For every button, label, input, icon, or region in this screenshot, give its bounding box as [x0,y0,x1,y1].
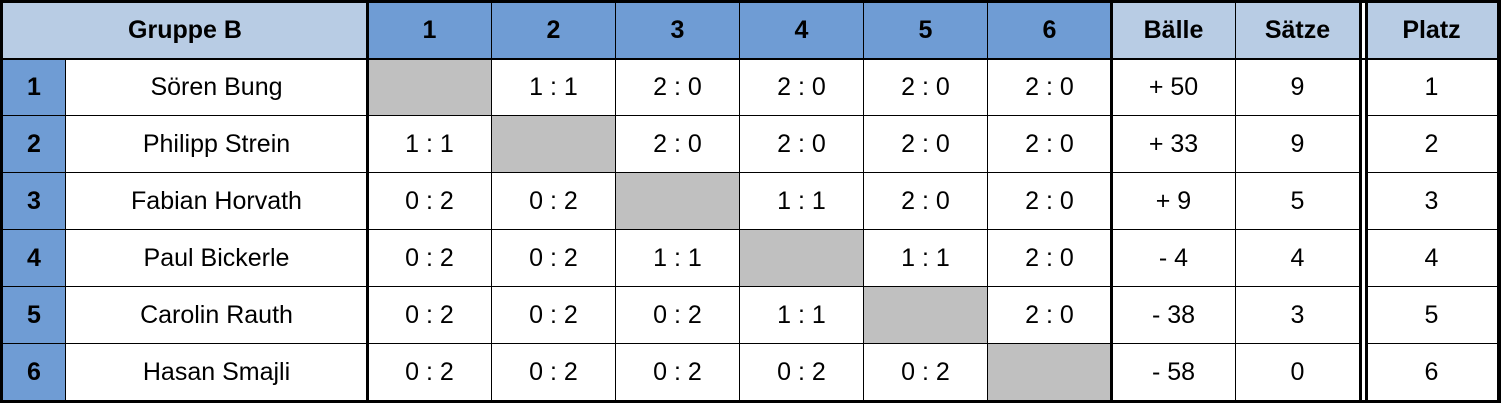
header-title: Gruppe B [3,3,368,59]
column-header: 6 [988,3,1112,59]
result: 0 : 2 [492,173,616,230]
player-name: Carolin Rauth [66,287,368,344]
rank: 2 [1366,116,1498,173]
rank: 5 [1366,287,1498,344]
result: 0 : 2 [368,173,492,230]
border [1359,0,1362,403]
sets: 5 [1236,173,1360,230]
border [0,0,3,403]
result: 2 : 0 [864,173,988,230]
column-header: Bälle [1112,3,1236,59]
result: 1 : 1 [492,59,616,116]
diagonal-cell [368,59,492,116]
row-number: 2 [3,116,66,173]
rank: 1 [1366,59,1498,116]
border [366,0,369,403]
row-number: 3 [3,173,66,230]
player-name: Fabian Horvath [66,173,368,230]
balls: - 4 [1112,230,1236,287]
result: 2 : 0 [864,116,988,173]
column-header: 3 [616,3,740,59]
diagonal-cell [864,287,988,344]
sets: 9 [1236,116,1360,173]
row-number: 6 [3,344,66,401]
border [1365,0,1368,403]
row-number: 4 [3,230,66,287]
border [1498,0,1501,403]
result: 1 : 1 [616,230,740,287]
result: 2 : 0 [740,59,864,116]
result: 0 : 2 [864,344,988,401]
player-name: Paul Bickerle [66,230,368,287]
result: 0 : 2 [740,344,864,401]
result: 0 : 2 [492,287,616,344]
balls: - 58 [1112,344,1236,401]
border [1110,0,1113,403]
result: 2 : 0 [988,230,1112,287]
row-number: 5 [3,287,66,344]
column-header: 4 [740,3,864,59]
sets: 3 [1236,287,1360,344]
sets: 9 [1236,59,1360,116]
result: 2 : 0 [988,287,1112,344]
player-name: Sören Bung [66,59,368,116]
result: 0 : 2 [616,344,740,401]
diagonal-cell [988,344,1112,401]
result: 2 : 0 [988,59,1112,116]
result: 0 : 2 [368,230,492,287]
result: 2 : 0 [616,116,740,173]
result: 0 : 2 [616,287,740,344]
rank: 3 [1366,173,1498,230]
result: 0 : 2 [492,230,616,287]
column-header: Platz [1366,3,1498,59]
column-header: Sätze [1236,3,1360,59]
sets: 4 [1236,230,1360,287]
border [0,0,1501,3]
balls: + 9 [1112,173,1236,230]
rank: 6 [1366,344,1498,401]
sets: 0 [1236,344,1360,401]
column-header: 2 [492,3,616,59]
border [0,58,1501,60]
balls: + 50 [1112,59,1236,116]
result: 1 : 1 [740,173,864,230]
diagonal-cell [492,116,616,173]
result: 2 : 0 [988,116,1112,173]
result: 2 : 0 [616,59,740,116]
result: 2 : 0 [864,59,988,116]
column-header: 1 [368,3,492,59]
result: 1 : 1 [368,116,492,173]
balls: - 38 [1112,287,1236,344]
row-number: 1 [3,59,66,116]
result: 2 : 0 [740,116,864,173]
result: 0 : 2 [368,287,492,344]
result: 0 : 2 [368,344,492,401]
result: 1 : 1 [740,287,864,344]
border [0,400,1501,403]
diagonal-cell [740,230,864,287]
balls: + 33 [1112,116,1236,173]
player-name: Hasan Smajli [66,344,368,401]
diagonal-cell [616,173,740,230]
result: 2 : 0 [988,173,1112,230]
rank: 4 [1366,230,1498,287]
column-header: 5 [864,3,988,59]
result: 1 : 1 [864,230,988,287]
player-name: Philipp Strein [66,116,368,173]
result: 0 : 2 [492,344,616,401]
